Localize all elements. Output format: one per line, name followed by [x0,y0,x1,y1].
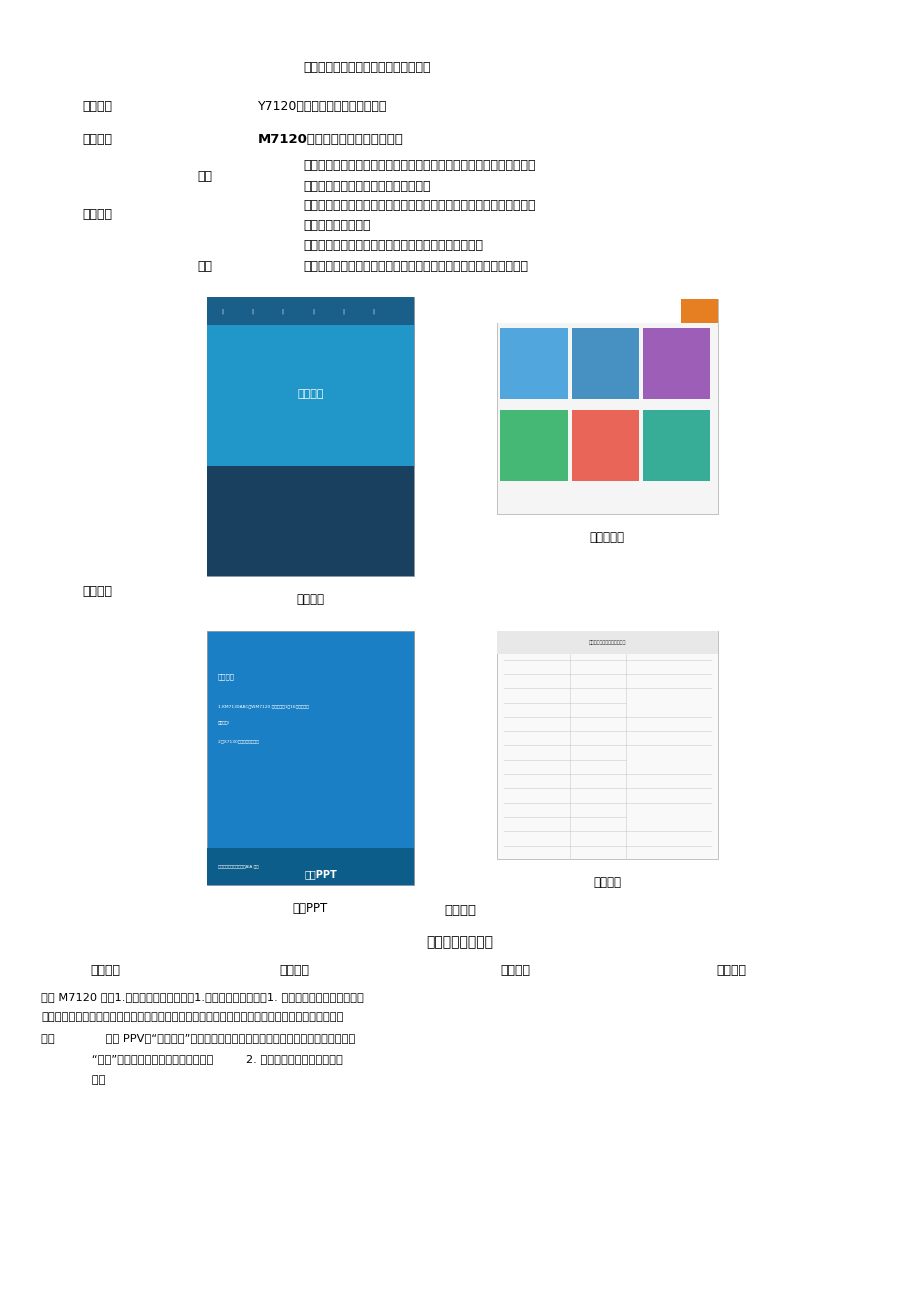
Bar [207,297,414,325]
Text: 排除              授课 PPV、“电子教案”机正反转元件检测与布置去学习，使得学习具有方向性: 排除 授课 PPV、“电子教案”机正反转元件检测与布置去学习，使得学习具有方向性 [41,1033,356,1043]
Text: |: | [312,308,313,314]
Text: 电子教案: 电子教案 [593,876,620,889]
Text: 教学内容: 教学内容 [91,964,120,977]
Text: 电气控制系统故障习任务，并将课前学习资源习任务，并上网搜索电动生在接下来的学习中带着目的: 电气控制系统故障习任务，并将课前学习资源习任务，并上网搜索电动生在接下来的学习中… [41,1012,344,1023]
Text: 设计意图: 设计意图 [716,964,745,977]
Bar [207,848,414,885]
Bar [500,328,567,399]
Text: 培训网平台: 培训网平台 [589,531,624,544]
Text: 教学活动: 教学活动 [444,904,475,917]
Text: |: | [342,308,344,314]
Bar [496,299,717,323]
Bar [207,466,414,576]
Bar [496,631,717,859]
Bar [642,328,709,399]
Text: 学生活动: 学生活动 [500,964,529,977]
Bar [680,299,717,323]
Text: 园。: 园。 [41,1075,106,1085]
Text: 控制要求): 控制要求) [218,719,230,725]
Text: 教法: 教法 [198,170,212,183]
Bar [496,631,717,654]
Bar [496,299,717,514]
Text: 1.KM7130ABC与WM7120 磁场线圈，1入16减额式电气: 1.KM7130ABC与WM7120 磁场线圈，1入16减额式电气 [218,704,309,709]
Text: |: | [251,308,253,314]
Text: 智慧校园: 智慧校园 [297,389,323,399]
Text: 题引导学生开展课前预习，课后复习。: 题引导学生开展课前预习，课后复习。 [303,180,431,193]
Text: 教学难点: 教学难点 [83,133,113,146]
Bar [207,325,414,576]
Text: Y7120磨床电气控制系统故障诊断: Y7120磨床电气控制系统故障诊断 [257,100,387,113]
Bar [571,410,639,481]
Text: 一、课前自学阶段: 一、课前自学阶段 [426,935,493,948]
Text: |: | [221,308,222,314]
Text: |: | [281,308,283,314]
Bar [571,328,639,399]
Text: 智慧校园: 智慧校园 [296,593,324,606]
Text: 授课PPT: 授课PPT [304,869,337,879]
Text: 最终达到设定目标。: 最终达到设定目标。 [303,219,370,232]
Text: 学习目标: 学习目标 [218,673,234,680]
Text: 教学资源: 教学资源 [83,585,113,598]
Text: 兿学生具有解决实际问题的工作能力。: 兿学生具有解决实际问题的工作能力。 [303,61,431,74]
Bar [207,297,414,576]
Text: 授课PPT: 授课PPT [292,902,328,915]
Text: 教学重点: 教学重点 [83,100,113,113]
Text: 教学方法: 教学方法 [83,208,113,221]
Bar [207,631,414,885]
Text: 利用任务驱动法，俱真教学法，让学生有目的地完成一个个学习任务，: 利用任务驱动法，俱真教学法，让学生有目的地完成一个个学习任务， [303,199,536,212]
Text: 机床电气线路安装与维修教案: 机床电气线路安装与维修教案 [588,640,625,645]
Text: “微课”视频上传到智慧校的相关知识。         2. 培兿学生获取信息的能力。: “微课”视频上传到智慧校的相关知识。 2. 培兿学生获取信息的能力。 [41,1054,343,1064]
Text: 教师活动: 教师活动 [279,964,309,977]
Text: |: | [372,308,374,314]
Text: 学习 M7120 磨兗1.教师利用网络平台发布1.接受任务：学生接受1. 在课前明确学习任务，让学: 学习 M7120 磨兗1.教师利用网络平台发布1.接受任务：学生接受1. 在课前… [41,991,364,1002]
Text: 线上线下的混合教学模式，老师推送在线教学资源，布置作业，利用问: 线上线下的混合教学模式，老师推送在线教学资源，布置作业，利用问 [303,159,536,172]
Text: 课前课后，自主学习法，预习复习，总结对本节课内容学习的收获。: 课前课后，自主学习法，预习复习，总结对本节课内容学习的收获。 [303,260,528,273]
Text: 学法: 学法 [198,260,212,273]
Bar [642,410,709,481]
Text: 小组合作法，合作探究法，相互探讨问题，解决问题。: 小组合作法，合作探究法，相互探讨问题，解决问题。 [303,239,483,252]
Text: 学习目标其它项目，帐号AIA 办理: 学习目标其它项目，帐号AIA 办理 [218,864,258,869]
Bar [500,410,567,481]
Text: M7120磨床电气控制系统故障排除: M7120磨床电气控制系统故障排除 [257,133,403,146]
Text: 2.与X7130电控系统故障排除: 2.与X7130电控系统故障排除 [218,739,259,744]
